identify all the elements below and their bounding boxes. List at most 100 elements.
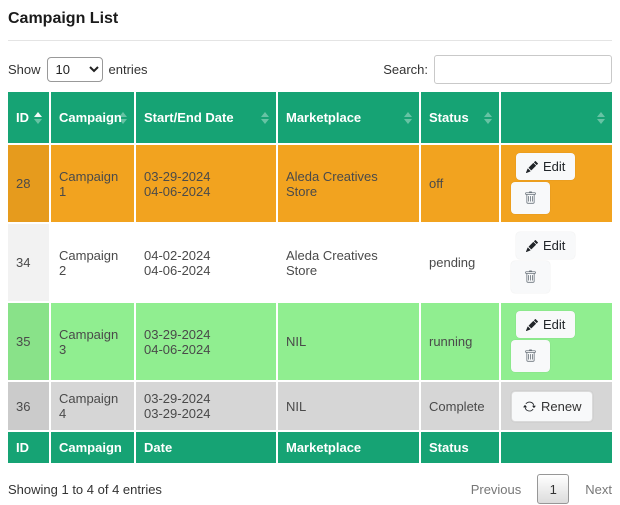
table-footer-row: ID Campaign Date Marketplace Status <box>8 430 612 463</box>
column-header-status-label: Status <box>429 110 469 125</box>
search-input[interactable] <box>434 55 612 84</box>
table-header-row: ID Campaign Start/End Date <box>8 92 612 145</box>
cell-status: running <box>420 302 501 382</box>
column-header-date[interactable]: Start/End Date <box>135 92 278 145</box>
cell-marketplace: NIL <box>277 381 421 432</box>
sort-icons <box>34 111 42 124</box>
start-date: 04-02-2024 <box>144 247 211 263</box>
cell-dates: 04-02-2024 04-06-2024 <box>135 223 278 303</box>
cell-id: 28 <box>8 144 51 224</box>
footer-header-id: ID <box>8 430 51 463</box>
edit-button-label: Edit <box>543 159 566 174</box>
delete-button[interactable] <box>511 261 550 293</box>
table-controls: Show 10 entries Search: <box>8 55 612 84</box>
cell-dates: 03-29-2024 04-06-2024 <box>135 302 278 382</box>
entries-select[interactable]: 10 <box>46 57 103 82</box>
pencil-icon <box>526 318 538 331</box>
cell-actions: Edit <box>500 223 612 303</box>
sort-desc-icon <box>484 118 492 124</box>
cell-status: Complete <box>420 381 501 432</box>
trash-icon <box>525 270 536 283</box>
pencil-icon <box>526 160 538 173</box>
cell-campaign: Campaign 2 <box>50 223 136 303</box>
entries-label: entries <box>108 62 148 77</box>
sort-desc-icon <box>597 118 605 124</box>
renew-button-label: Renew <box>541 398 582 414</box>
start-date: 03-29-2024 <box>144 168 211 184</box>
cell-marketplace: NIL <box>277 302 421 382</box>
renew-button[interactable]: Renew <box>511 390 594 422</box>
cell-dates: 03-29-2024 03-29-2024 <box>135 381 278 432</box>
pencil-icon <box>526 239 538 252</box>
edit-button[interactable]: Edit <box>516 232 576 259</box>
column-header-campaign-label: Campaign <box>59 110 122 125</box>
column-header-id-label: ID <box>16 110 29 125</box>
cell-marketplace: Aleda Creatives Store <box>277 144 421 224</box>
sort-asc-icon <box>484 111 492 117</box>
cell-actions: Edit <box>500 302 612 382</box>
end-date: 04-06-2024 <box>144 341 211 357</box>
edit-button-label: Edit <box>543 238 566 253</box>
next-button[interactable]: Next <box>585 481 612 497</box>
sort-asc-icon <box>597 111 605 117</box>
end-date: 03-29-2024 <box>144 406 211 421</box>
end-date: 04-06-2024 <box>144 183 211 199</box>
start-date: 03-29-2024 <box>144 391 211 406</box>
column-header-status[interactable]: Status <box>420 92 501 145</box>
trash-icon <box>525 349 536 362</box>
cell-marketplace: Aleda Creatives Store <box>277 223 421 303</box>
table-row: 28 Campaign 1 03-29-2024 04-06-2024 Aled… <box>8 144 612 224</box>
pagination: Previous 1 Next <box>471 474 612 504</box>
footer-header-date: Date <box>135 430 278 463</box>
column-header-actions[interactable] <box>500 92 612 145</box>
sort-asc-icon <box>34 111 42 117</box>
footer-header-marketplace: Marketplace <box>277 430 421 463</box>
search-label: Search: <box>383 62 428 77</box>
cell-actions: Renew <box>500 381 612 432</box>
column-header-marketplace-label: Marketplace <box>286 110 362 125</box>
footer-header-campaign: Campaign <box>50 430 136 463</box>
page-title: Campaign List <box>8 10 119 27</box>
page-1-button[interactable]: 1 <box>537 474 570 504</box>
cell-id: 34 <box>8 223 51 303</box>
campaign-table: ID Campaign Start/End Date <box>8 92 612 463</box>
sort-icons <box>404 111 412 124</box>
edit-button[interactable]: Edit <box>516 311 576 338</box>
sort-icons <box>261 111 269 124</box>
cell-id: 35 <box>8 302 51 382</box>
sort-asc-icon <box>261 111 269 117</box>
cell-status: off <box>420 144 501 224</box>
divider <box>8 40 612 41</box>
end-date: 04-06-2024 <box>144 262 211 278</box>
footer-header-actions <box>500 430 612 463</box>
sort-asc-icon <box>404 111 412 117</box>
column-header-marketplace[interactable]: Marketplace <box>277 92 421 145</box>
cell-status: pending <box>420 223 501 303</box>
show-label: Show <box>8 62 41 77</box>
table-row: 34 Campaign 2 04-02-2024 04-06-2024 Aled… <box>8 223 612 303</box>
column-header-id[interactable]: ID <box>8 92 51 145</box>
cell-dates: 03-29-2024 04-06-2024 <box>135 144 278 224</box>
bottom-bar: Showing 1 to 4 of 4 entries Previous 1 N… <box>8 474 612 504</box>
start-date: 03-29-2024 <box>144 326 211 342</box>
table-info: Showing 1 to 4 of 4 entries <box>8 481 162 497</box>
sort-desc-icon <box>404 118 412 124</box>
sort-desc-icon <box>34 118 42 124</box>
cell-actions: Edit <box>500 144 612 224</box>
edit-button[interactable]: Edit <box>516 153 576 180</box>
show-entries-control: Show 10 entries <box>8 57 148 82</box>
sort-desc-icon <box>261 118 269 124</box>
sort-icons <box>119 111 127 124</box>
column-header-date-label: Start/End Date <box>144 110 234 125</box>
previous-button[interactable]: Previous <box>470 481 522 497</box>
cell-campaign: Campaign 1 <box>50 144 136 224</box>
delete-button[interactable] <box>511 340 550 372</box>
column-header-campaign[interactable]: Campaign <box>50 92 136 145</box>
sort-desc-icon <box>119 118 127 124</box>
sort-asc-icon <box>119 111 127 117</box>
edit-button-label: Edit <box>543 317 566 332</box>
sort-icons <box>484 111 492 124</box>
cell-campaign: Campaign 4 <box>50 381 136 432</box>
delete-button[interactable] <box>511 182 550 214</box>
refresh-icon <box>523 401 536 411</box>
